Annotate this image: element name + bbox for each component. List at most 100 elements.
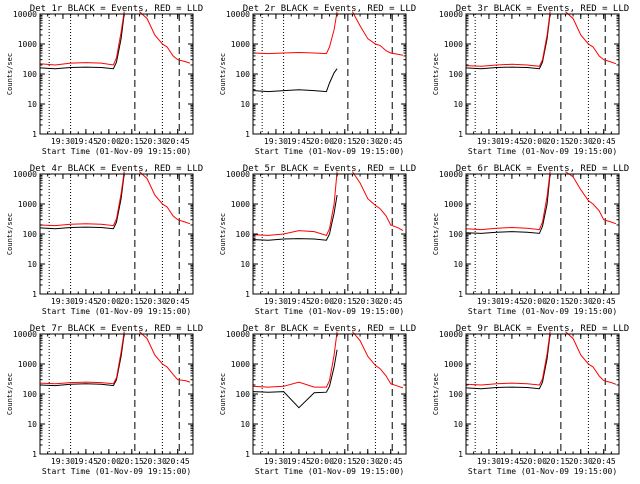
y-tick-label: 10 — [27, 260, 37, 269]
x-tick-label: 19:30 — [477, 297, 501, 306]
x-tick-label: 19:30 — [477, 457, 501, 466]
events-series-line — [465, 333, 551, 390]
y-tick-label: 1000 — [231, 360, 250, 369]
lld-series-line — [565, 171, 617, 225]
x-tick-label: 20:45 — [592, 297, 616, 306]
x-tick-label: 19:30 — [51, 297, 75, 306]
y-tick-label: 10 — [240, 260, 250, 269]
x-tick-label: 20:45 — [592, 457, 616, 466]
x-tick-label: 20:15 — [333, 297, 357, 306]
x-tick-label: 20:15 — [333, 137, 357, 146]
x-tick-label: 20:15 — [546, 297, 570, 306]
y-tick-label: 10 — [27, 100, 37, 109]
chart-panel-4: Det 4r BLACK = Events, RED = LLD 1 10 100 10… — [6, 164, 203, 316]
y-tick-label: 10 — [27, 420, 37, 429]
chart-title: Det 9r BLACK = Events, RED = LLD — [456, 324, 629, 334]
y-tick-label: 10000 — [13, 10, 37, 19]
x-tick-label: 19:45 — [500, 297, 524, 306]
x-tick-label: 20:15 — [120, 457, 144, 466]
x-tick-label: 19:30 — [51, 137, 75, 146]
y-tick-label: 1000 — [18, 360, 37, 369]
chart-panel-5: Det 5r BLACK = Events, RED = LLD 1 10 100 10… — [219, 164, 416, 316]
y-tick-label: 1 — [32, 450, 37, 459]
y-tick-label: 10000 — [226, 330, 250, 339]
chart-title: Det 3r BLACK = Events, RED = LLD — [456, 4, 629, 14]
y-tick-label: 10000 — [226, 170, 250, 179]
y-tick-label: 1000 — [444, 40, 463, 49]
x-tick-label: 20:30 — [143, 457, 167, 466]
plot-frame — [39, 13, 194, 135]
events-series-line — [252, 194, 338, 241]
y-tick-label: 100 — [449, 390, 464, 399]
x-tick-label: 19:30 — [477, 137, 501, 146]
x-tick-label: 19:45 — [287, 137, 311, 146]
y-axis-label: Counts/sec — [432, 373, 440, 415]
x-tick-label: 20:30 — [143, 297, 167, 306]
chart-title: Det 2r BLACK = Events, RED = LLD — [243, 4, 416, 14]
plot-frame — [252, 333, 407, 455]
lld-series-line — [252, 171, 338, 237]
events-series-line — [39, 333, 125, 387]
plot-frame — [252, 13, 407, 135]
y-tick-label: 100 — [23, 230, 38, 239]
x-tick-label: 20:00 — [97, 297, 121, 306]
x-tick-label: 20:00 — [523, 297, 547, 306]
y-tick-label: 1 — [458, 290, 463, 299]
y-tick-label: 10000 — [439, 330, 463, 339]
y-tick-label: 1 — [32, 130, 37, 139]
x-tick-label: 20:30 — [356, 457, 380, 466]
y-tick-label: 100 — [23, 390, 38, 399]
lld-series-line — [252, 11, 338, 55]
x-tick-label: 20:45 — [379, 297, 403, 306]
lld-series-line — [465, 171, 551, 231]
x-axis-label: Start Time (01-Nov-09 19:15:00) — [468, 147, 617, 156]
chart-panel-8: Det 8r BLACK = Events, RED = LLD 1 10 100 10… — [219, 324, 416, 476]
y-tick-label: 1 — [458, 450, 463, 459]
x-tick-label: 19:30 — [51, 457, 75, 466]
lld-series-line — [351, 171, 404, 232]
x-tick-label: 20:15 — [120, 297, 144, 306]
chart-panel-3: Det 3r BLACK = Events, RED = LLD 1 10 100 10… — [432, 4, 629, 156]
x-tick-label: 20:45 — [592, 137, 616, 146]
x-tick-label: 19:30 — [264, 457, 288, 466]
lld-series-line — [39, 171, 125, 227]
y-axis-label: Counts/sec — [219, 373, 227, 415]
y-axis-label: Counts/sec — [219, 213, 227, 255]
x-tick-label: 20:30 — [356, 297, 380, 306]
x-tick-label: 20:45 — [166, 297, 190, 306]
y-tick-label: 100 — [236, 390, 251, 399]
lld-series-line — [465, 11, 551, 67]
chart-title: Det 6r BLACK = Events, RED = LLD — [456, 164, 629, 174]
lld-series-line — [565, 11, 617, 65]
x-axis-label: Start Time (01-Nov-09 19:15:00) — [468, 467, 617, 476]
x-tick-label: 20:15 — [546, 457, 570, 466]
x-tick-label: 19:30 — [264, 297, 288, 306]
x-tick-label: 20:45 — [379, 137, 403, 146]
lld-series-line — [465, 331, 551, 386]
x-tick-label: 19:45 — [74, 457, 98, 466]
y-axis-label: Counts/sec — [432, 213, 440, 255]
plot-frame — [39, 333, 194, 455]
chart-title: Det 5r BLACK = Events, RED = LLD — [243, 164, 416, 174]
y-tick-label: 100 — [236, 70, 251, 79]
y-tick-label: 10 — [240, 100, 250, 109]
lld-series-line — [39, 11, 125, 66]
y-tick-label: 10000 — [439, 10, 463, 19]
x-tick-label: 20:15 — [546, 137, 570, 146]
x-tick-label: 20:30 — [569, 297, 593, 306]
x-tick-label: 20:30 — [569, 457, 593, 466]
y-tick-label: 1000 — [18, 200, 37, 209]
x-axis-label: Start Time (01-Nov-09 19:15:00) — [255, 147, 404, 156]
y-axis-label: Counts/sec — [6, 53, 14, 95]
x-tick-label: 19:45 — [287, 457, 311, 466]
chart-panel-7: Det 7r BLACK = Events, RED = LLD 1 10 100 10… — [6, 324, 203, 476]
chart-panel-2: Det 2r BLACK = Events, RED = LLD 1 10 100 10… — [219, 4, 416, 156]
y-tick-label: 10000 — [439, 170, 463, 179]
y-axis-label: Counts/sec — [432, 53, 440, 95]
lld-series-line — [39, 331, 125, 385]
lld-series-line — [139, 331, 191, 383]
chart-panel-1: Det 1r BLACK = Events, RED = LLD 1 10 100 10… — [6, 4, 203, 156]
y-tick-label: 1 — [245, 290, 250, 299]
